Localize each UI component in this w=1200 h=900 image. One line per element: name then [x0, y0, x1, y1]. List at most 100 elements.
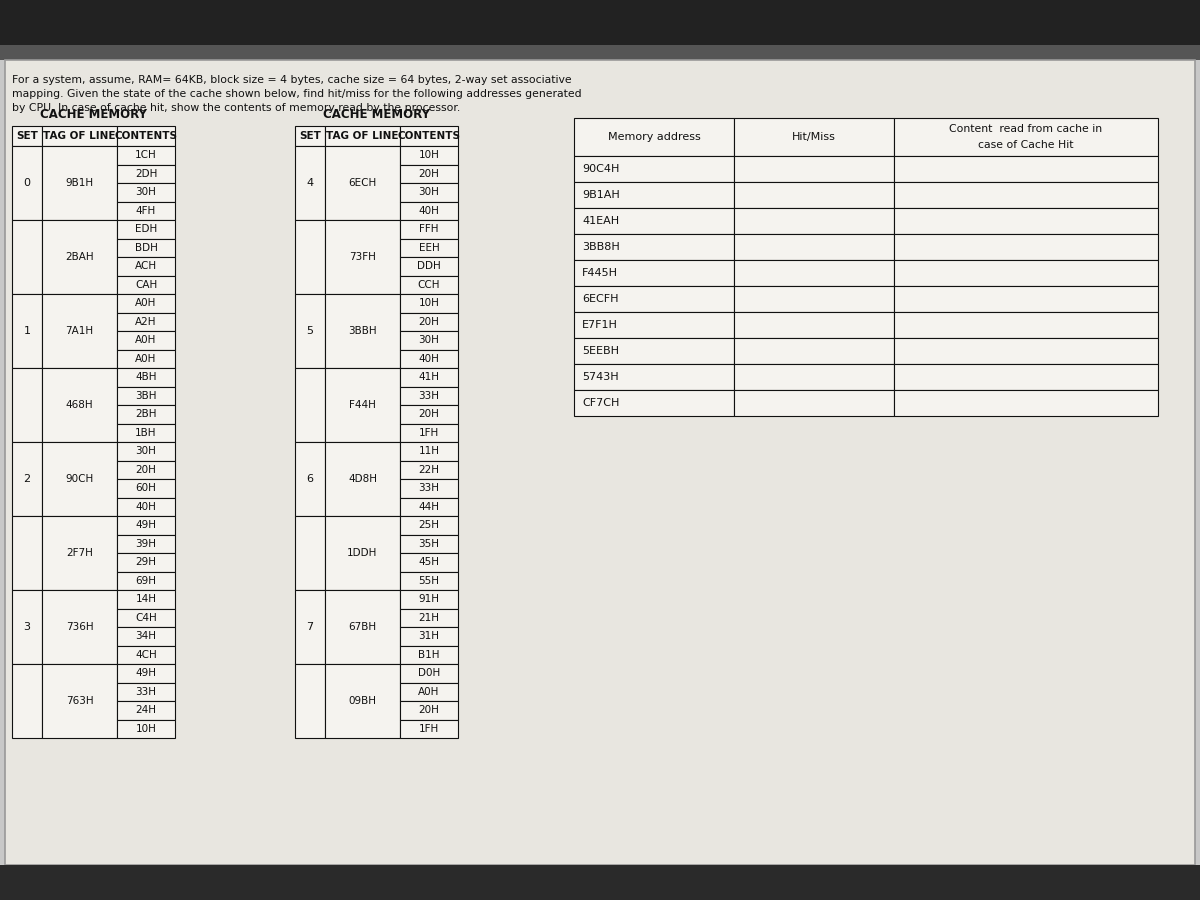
Text: 0: 0 — [24, 178, 30, 188]
Bar — [118, 461, 175, 479]
Text: E7F1H: E7F1H — [582, 320, 618, 330]
Text: 44H: 44H — [419, 502, 439, 512]
Text: 7: 7 — [306, 622, 313, 632]
Bar — [574, 390, 734, 416]
Bar — [400, 165, 458, 183]
Text: SET: SET — [299, 131, 320, 141]
Bar — [574, 286, 734, 312]
Text: 2BH: 2BH — [136, 410, 157, 419]
Bar — [325, 590, 400, 664]
Bar — [400, 331, 458, 349]
Bar — [295, 664, 325, 738]
Bar — [12, 146, 42, 220]
Bar — [400, 535, 458, 553]
Bar — [118, 165, 175, 183]
Text: case of Cache Hit: case of Cache Hit — [978, 140, 1074, 150]
Text: ACH: ACH — [134, 261, 157, 271]
Bar — [295, 368, 325, 442]
Bar — [325, 126, 400, 146]
Text: 2DH: 2DH — [134, 169, 157, 179]
Text: 25H: 25H — [419, 520, 439, 530]
Bar — [295, 220, 325, 294]
Text: TAG OF LINE: TAG OF LINE — [43, 131, 115, 141]
Text: 20H: 20H — [419, 169, 439, 179]
Bar — [734, 208, 894, 234]
Text: 5: 5 — [306, 326, 313, 336]
Bar — [894, 118, 1158, 156]
Text: 20H: 20H — [419, 410, 439, 419]
Bar — [400, 572, 458, 590]
Bar — [574, 118, 734, 156]
Text: 24H: 24H — [136, 706, 156, 716]
Text: 30H: 30H — [419, 336, 439, 346]
Text: SET: SET — [16, 131, 38, 141]
Bar — [12, 368, 42, 442]
Bar — [118, 126, 175, 146]
Bar — [400, 719, 458, 738]
Text: 33H: 33H — [136, 687, 156, 697]
Bar — [400, 498, 458, 516]
Bar — [400, 608, 458, 627]
Bar — [574, 156, 734, 182]
Bar — [400, 627, 458, 645]
Text: 6ECH: 6ECH — [348, 178, 377, 188]
Bar — [400, 312, 458, 331]
Bar — [734, 260, 894, 286]
Bar — [400, 553, 458, 572]
Text: 14H: 14H — [136, 594, 156, 604]
Bar — [118, 294, 175, 312]
Text: 21H: 21H — [419, 613, 439, 623]
Bar — [325, 664, 400, 738]
Bar — [894, 390, 1158, 416]
Bar — [118, 238, 175, 257]
Bar — [400, 183, 458, 202]
Bar — [894, 182, 1158, 208]
Bar — [118, 553, 175, 572]
Text: 9B1AH: 9B1AH — [582, 190, 619, 200]
Text: F445H: F445H — [582, 268, 618, 278]
Bar — [0, 45, 1200, 60]
Text: 4: 4 — [306, 178, 313, 188]
Bar — [295, 442, 325, 516]
Text: CACHE MEMORY: CACHE MEMORY — [323, 107, 430, 121]
Bar — [0, 0, 1200, 45]
Text: CF7CH: CF7CH — [582, 398, 619, 408]
Bar — [400, 257, 458, 275]
Bar — [400, 349, 458, 368]
Bar — [12, 294, 42, 368]
Text: A2H: A2H — [136, 317, 157, 327]
Bar — [12, 442, 42, 516]
Bar — [42, 590, 118, 664]
Text: 9B1H: 9B1H — [66, 178, 94, 188]
Bar — [118, 183, 175, 202]
Bar — [400, 294, 458, 312]
Text: 2BAH: 2BAH — [65, 252, 94, 262]
Text: CCH: CCH — [418, 280, 440, 290]
Bar — [894, 286, 1158, 312]
Bar — [118, 627, 175, 645]
Bar — [574, 260, 734, 286]
Bar — [118, 275, 175, 294]
Bar — [5, 60, 1195, 865]
Text: CONTENTS: CONTENTS — [114, 131, 178, 141]
Text: 91H: 91H — [419, 594, 439, 604]
Bar — [894, 208, 1158, 234]
Bar — [894, 312, 1158, 338]
Bar — [295, 516, 325, 590]
Bar — [118, 645, 175, 664]
Text: 3BB8H: 3BB8H — [582, 242, 619, 252]
Bar — [118, 424, 175, 442]
Bar — [734, 234, 894, 260]
Text: by CPU. In case of cache hit, show the contents of memory read by the processor.: by CPU. In case of cache hit, show the c… — [12, 103, 461, 113]
Text: BDH: BDH — [134, 243, 157, 253]
Bar — [574, 182, 734, 208]
Text: A0H: A0H — [419, 687, 439, 697]
Bar — [42, 126, 118, 146]
Bar — [894, 156, 1158, 182]
Bar — [400, 442, 458, 461]
Bar — [400, 479, 458, 498]
Text: 41H: 41H — [419, 373, 439, 382]
Bar — [894, 338, 1158, 364]
Text: Content  read from cache in: Content read from cache in — [949, 124, 1103, 134]
Text: 30H: 30H — [136, 187, 156, 197]
